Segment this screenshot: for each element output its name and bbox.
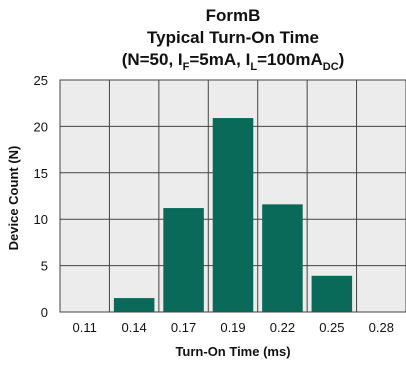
y-tick-label: 25 (34, 73, 48, 88)
y-tick-labels: 0 5 10 15 20 25 (34, 73, 48, 320)
x-tick-label: 0.19 (220, 320, 245, 335)
title-subscript-dc: DC (323, 61, 339, 73)
bar-0.25 (311, 275, 353, 312)
plot-frame (59, 79, 406, 313)
bars (113, 118, 353, 312)
y-tick-label: 0 (41, 305, 48, 320)
y-tick-label: 20 (34, 119, 48, 134)
y-tick-label: 5 (41, 259, 48, 274)
title-subscript-f: F (183, 61, 190, 73)
x-axis-label: Turn-On Time (ms) (175, 344, 290, 359)
y-tick-label: 10 (34, 212, 48, 227)
x-tick-label: 0.28 (369, 320, 394, 335)
y-tick-label: 15 (34, 166, 48, 181)
x-tick-labels: 0.11 0.14 0.17 0.19 0.22 0.25 0.28 (73, 320, 394, 335)
x-tick-label: 0.14 (121, 320, 146, 335)
y-axis-label: Device Count (N) (6, 146, 21, 251)
chart-title-line3: (N=50, IF=5mA, IL=100mADC) (122, 50, 345, 73)
chart-title-line1: FormB (206, 6, 261, 25)
bar-0.14 (113, 298, 155, 312)
title-part-2: =5mA, I (189, 50, 250, 69)
x-tick-label: 0.25 (319, 320, 344, 335)
chart-title-line2: Typical Turn-On Time (147, 28, 319, 47)
bar-0.17 (163, 208, 204, 312)
title-part-1: (N=50, I (122, 50, 183, 69)
title-part-3: =100mA (257, 50, 323, 69)
bar-0.19 (212, 118, 254, 312)
bar-0.22 (262, 204, 303, 312)
title-part-4: ) (339, 50, 345, 69)
title-subscript-l: L (250, 61, 257, 73)
x-tick-label: 0.11 (73, 320, 97, 335)
x-tick-label: 0.22 (270, 320, 295, 335)
x-tick-label: 0.17 (171, 320, 196, 335)
